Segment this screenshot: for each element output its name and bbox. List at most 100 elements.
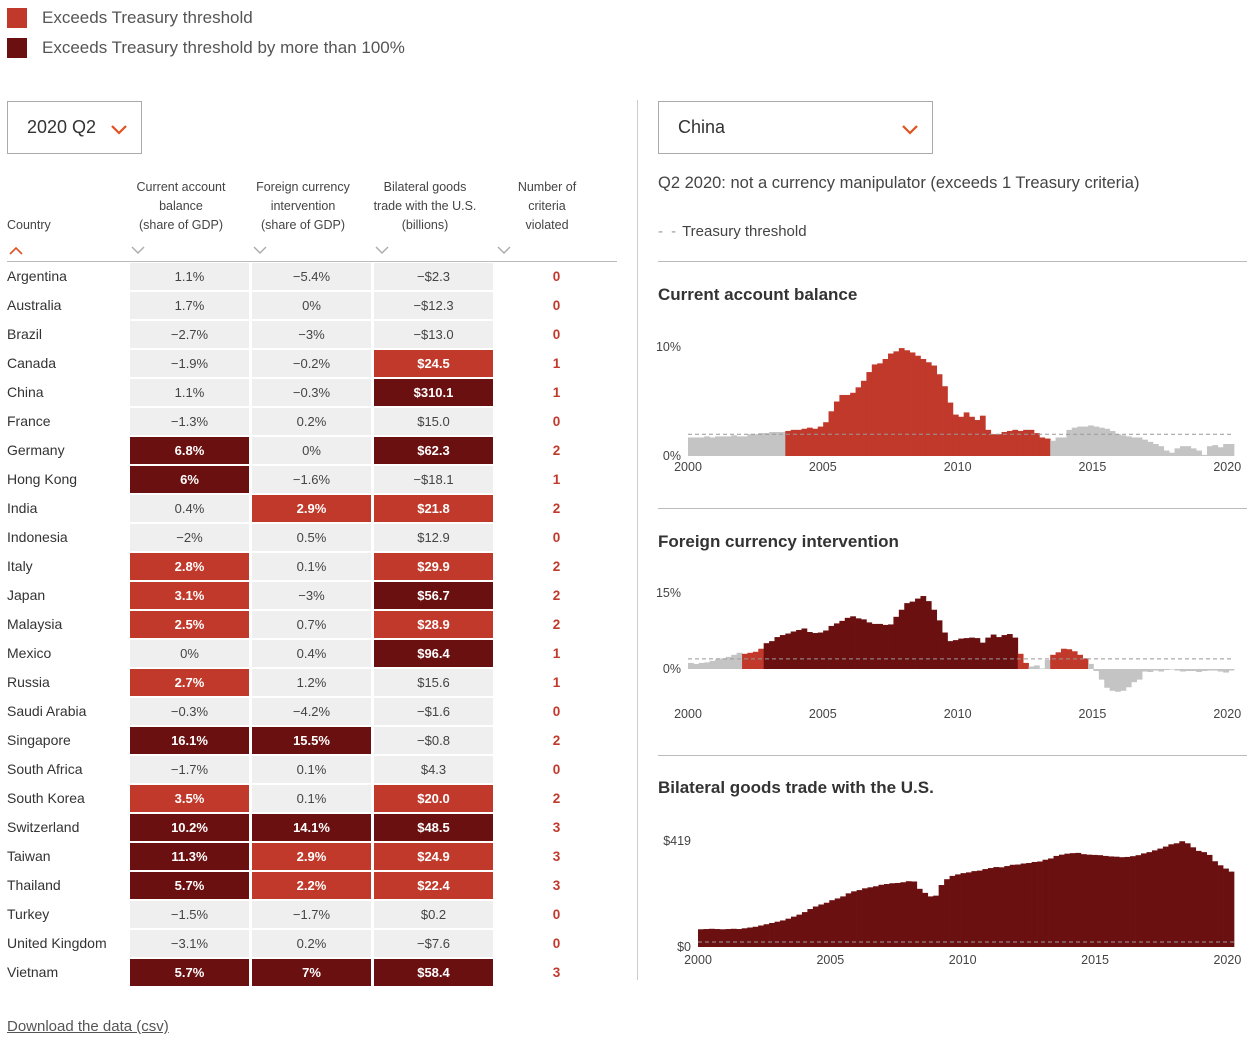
chart-bar (774, 432, 781, 456)
download-csv-link[interactable]: Download the data (csv) (7, 1018, 169, 1035)
criteria-count: 2 (552, 617, 561, 632)
criteria-count: 3 (552, 965, 561, 980)
cab-cell: −1.9% (130, 350, 249, 377)
chart-bar (1033, 433, 1040, 456)
trade-cell: $15.0 (374, 408, 493, 435)
chart-bar (801, 428, 808, 456)
trade-cell: −$13.0 (374, 321, 493, 348)
chart-bar (1174, 448, 1181, 456)
cab-cell: 1.1% (130, 379, 249, 406)
header-cab-line: (share of GDP) (138, 218, 224, 232)
trade-cell: $22.4 (374, 872, 493, 899)
fci-cell: −0.3% (252, 379, 371, 406)
country-select-value: China (678, 117, 726, 137)
chart-bar (871, 364, 878, 456)
chart-bar (1066, 429, 1073, 456)
chart-bar (1196, 450, 1202, 456)
criteria-count: 2 (552, 443, 561, 458)
country-name: Thailand (7, 877, 61, 893)
header-trade: Bilateral goods trade with the U.S. (bil… (365, 178, 485, 235)
trade-cell: $310.1 (374, 379, 493, 406)
chart-bar (833, 401, 840, 456)
chart-bar (888, 353, 894, 456)
header-country-label: Country (7, 218, 51, 232)
cab-cell: −0.3% (130, 698, 249, 725)
chart-bar (769, 432, 775, 456)
fci-cell: 0.2% (252, 930, 371, 957)
cab-cell: 6.8% (130, 437, 249, 464)
chart-bar (915, 355, 921, 456)
chart-bar (1120, 435, 1127, 456)
chart-divider (658, 755, 1247, 756)
country-name: Taiwan (7, 848, 51, 864)
cab-cell: 0.4% (130, 495, 249, 522)
country-name: Singapore (7, 732, 71, 748)
chart-bar (806, 427, 813, 456)
table-header-divider (7, 261, 617, 262)
sort-criteria-icon[interactable] (497, 246, 511, 255)
chart-bar (1217, 447, 1224, 456)
chart-bar (1185, 446, 1192, 456)
chart-bar (725, 436, 732, 456)
criteria-count: 2 (552, 733, 561, 748)
sort-trade-icon[interactable] (375, 246, 389, 255)
chart-bar (796, 429, 802, 456)
trade-cell: $4.3 (374, 756, 493, 783)
y-tick-label: 10% (656, 340, 681, 354)
cab-cell: 16.1% (130, 727, 249, 754)
x-tick-label: 2010 (944, 460, 972, 474)
trade-cell: $28.9 (374, 611, 493, 638)
chart-bar (747, 434, 754, 456)
fci-cell: 7% (252, 959, 371, 986)
fci-cell: 2.2% (252, 872, 371, 899)
cab-cell: 2.7% (130, 669, 249, 696)
trade-cell: $15.6 (374, 669, 493, 696)
chart-bar (720, 436, 727, 456)
header-criteria: Number of criteria violated (487, 178, 607, 235)
fci-cell: −4.2% (252, 698, 371, 725)
sort-cab-icon[interactable] (131, 246, 145, 255)
cab-cell: 3.5% (130, 785, 249, 812)
chart-bar (1028, 429, 1035, 456)
fci-cell: 0% (252, 437, 371, 464)
chart-bar (1115, 434, 1121, 456)
quarter-select-value: 2020 Q2 (27, 117, 97, 137)
cab-cell: 2.8% (130, 553, 249, 580)
chart-bar (1158, 446, 1165, 456)
chart-title-fci: Foreign currency intervention (658, 532, 899, 551)
header-criteria-line: criteria (528, 199, 566, 213)
chart-bar (1190, 448, 1197, 456)
trade-cell: $24.9 (374, 843, 493, 870)
sort-fci-icon[interactable] (253, 246, 267, 255)
chart-bar (969, 416, 975, 456)
fci-cell: −3% (252, 321, 371, 348)
manipulator-status: Q2 2020: not a currency manipulator (exc… (658, 174, 1140, 192)
chart-bar (979, 415, 986, 456)
trade-cell: −$18.1 (374, 466, 493, 493)
chart-bar (990, 434, 997, 456)
criteria-count: 1 (552, 675, 561, 690)
country-name: Hong Kong (7, 471, 78, 487)
header-criteria-line: violated (525, 218, 569, 232)
fci-cell: 2.9% (252, 843, 371, 870)
chart-bar (1228, 444, 1235, 456)
country-name: Saudi Arabia (7, 703, 87, 719)
cab-cell: 1.1% (130, 263, 249, 290)
country-name: Vietnam (7, 964, 59, 980)
cab-cell: 11.3% (130, 843, 249, 870)
country-select[interactable]: China (658, 101, 933, 154)
country-name: Turkey (7, 906, 50, 922)
chart-bar (1044, 438, 1051, 456)
country-name: France (7, 413, 51, 429)
cab-cell: −2% (130, 524, 249, 551)
cab-cell: −3.1% (130, 930, 249, 957)
sort-ascending-icon[interactable] (9, 246, 23, 255)
chart-bar (904, 350, 910, 456)
criteria-count: 2 (552, 588, 561, 603)
chevron-down-icon (111, 125, 127, 135)
quarter-select[interactable]: 2020 Q2 (7, 101, 142, 154)
chart-bar (817, 426, 824, 456)
chart-bar (1104, 428, 1111, 456)
chart-bar (1023, 429, 1029, 456)
chart-bar (1206, 446, 1213, 456)
